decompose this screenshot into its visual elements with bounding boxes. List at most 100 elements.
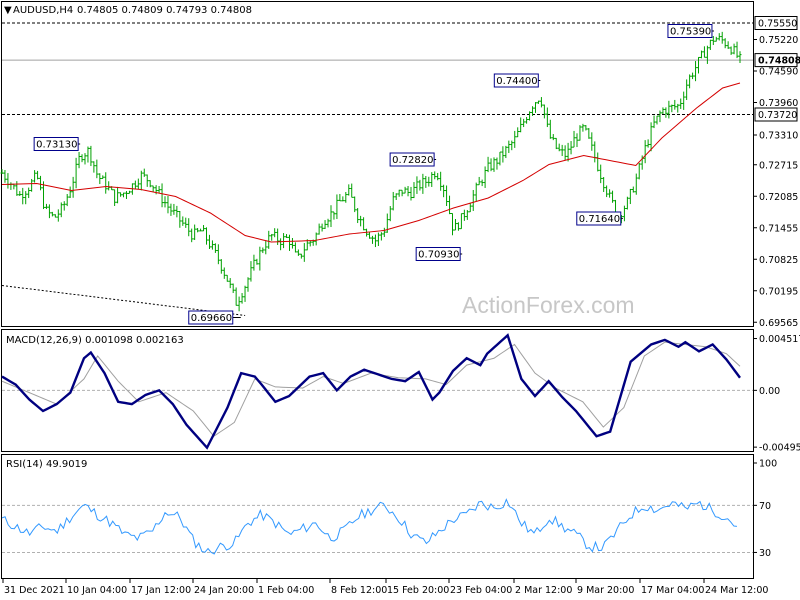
price-bar: [699, 50, 703, 59]
rsi-header: RSI(14) 49.9019: [6, 459, 87, 470]
price-bar: [255, 258, 259, 265]
price-bar: [86, 146, 90, 163]
price-bar: [237, 296, 241, 312]
price-bar: [287, 234, 291, 251]
price-bar: [47, 204, 51, 219]
price-bar: [436, 172, 440, 181]
price-bar: [3, 170, 7, 183]
price-bar: [448, 195, 452, 215]
price-bar: [30, 178, 34, 192]
price-bar: [225, 274, 229, 282]
price-bar: [101, 175, 105, 179]
price-bar: [462, 209, 466, 221]
macd-axis-label: -0.00495: [759, 443, 800, 454]
price-bar: [442, 184, 446, 198]
price-bar: [24, 191, 28, 205]
price-bar: [427, 176, 431, 187]
price-level-lines: [2, 22, 753, 115]
price-bar: [142, 168, 146, 177]
price-bar: [738, 51, 742, 64]
price-bar: [181, 216, 185, 226]
price-bar: [124, 191, 128, 199]
price-bar: [98, 173, 102, 185]
price-bar: [139, 170, 143, 191]
price-bar: [548, 119, 552, 139]
price-bar: [104, 172, 108, 194]
price-bar: [166, 195, 170, 214]
price-bar: [213, 243, 217, 253]
price-bar: [249, 261, 253, 282]
price-bar: [551, 134, 555, 141]
price-bar: [376, 232, 380, 246]
price-bar: [522, 118, 526, 128]
price-bar: [602, 177, 606, 192]
price-bar: [391, 191, 395, 211]
price-bar: [113, 189, 117, 207]
price-bar: [296, 249, 300, 256]
price-bar: [282, 233, 286, 249]
watermark: ActionForex.com: [462, 292, 635, 318]
price-bar: [501, 146, 505, 163]
price-bar: [415, 176, 419, 194]
time-axis-label: 24 Mar 12:00: [705, 585, 768, 596]
price-bar: [439, 171, 443, 191]
price-bar: [116, 186, 120, 204]
price-bar: [252, 254, 256, 271]
price-axis-label: 0.73310: [759, 131, 798, 142]
price-bar: [362, 217, 366, 231]
price-bar: [424, 175, 428, 188]
rsi-axis-label: 100: [759, 459, 777, 470]
price-bar: [290, 238, 294, 249]
price-bar: [163, 196, 167, 208]
price-bar: [228, 278, 232, 289]
price-bar: [317, 223, 321, 235]
price-bar: [480, 179, 484, 187]
macd-axis: 0.004517 0.00 -0.00495: [753, 334, 800, 454]
price-bar: [276, 228, 280, 246]
price-bar: [122, 192, 126, 198]
price-bar: [279, 238, 283, 251]
price-annotation: 0.74400: [493, 73, 541, 88]
annotation-box: [493, 73, 539, 88]
price-bar: [421, 173, 425, 194]
price-bar: [590, 132, 594, 151]
price-bar: [9, 182, 13, 190]
price-bar: [513, 130, 517, 148]
time-axis: 31 Dec 2021 10 Jan 04:00 17 Jan 12:00 24 Ja…: [2, 578, 768, 596]
annotation-box: [667, 24, 713, 38]
price-bar: [157, 185, 161, 194]
price-bar: [622, 205, 626, 222]
ma-polyline: [1, 82, 741, 243]
price-annotation: 0.73130: [33, 137, 81, 151]
price-header-marker: ▼: [4, 5, 12, 16]
price-bar: [359, 215, 363, 227]
price-bar: [702, 46, 706, 58]
price-level-label: 0.75550: [758, 19, 797, 30]
price-header-ohlc: 0.74805 0.74809 0.74793 0.74808: [77, 5, 252, 16]
price-bar: [205, 227, 209, 245]
price-bar: [222, 267, 226, 279]
price-bar: [71, 176, 75, 198]
price-bar: [261, 247, 265, 254]
price-bar: [6, 173, 10, 189]
price-bar: [210, 240, 214, 250]
price-bar: [507, 140, 511, 154]
price-bar: [406, 185, 410, 197]
price-bar: [190, 228, 194, 243]
price-bar: [36, 170, 40, 180]
annotation-box: [188, 310, 234, 325]
price-bar: [133, 180, 137, 190]
price-bar: [605, 185, 609, 198]
price-bar: [341, 196, 345, 202]
price-bar: [409, 186, 413, 201]
annotation-box: [33, 137, 79, 151]
price-bar: [285, 234, 289, 238]
price-bar: [667, 100, 671, 119]
macd-main-line: [1, 333, 741, 450]
price-bar: [68, 186, 72, 198]
price-bar: [611, 190, 615, 203]
price-bar: [456, 222, 460, 231]
time-axis-label: 31 Dec 2021: [4, 585, 65, 596]
rsi-panel-frame: [1, 454, 754, 579]
price-bar: [388, 206, 392, 222]
